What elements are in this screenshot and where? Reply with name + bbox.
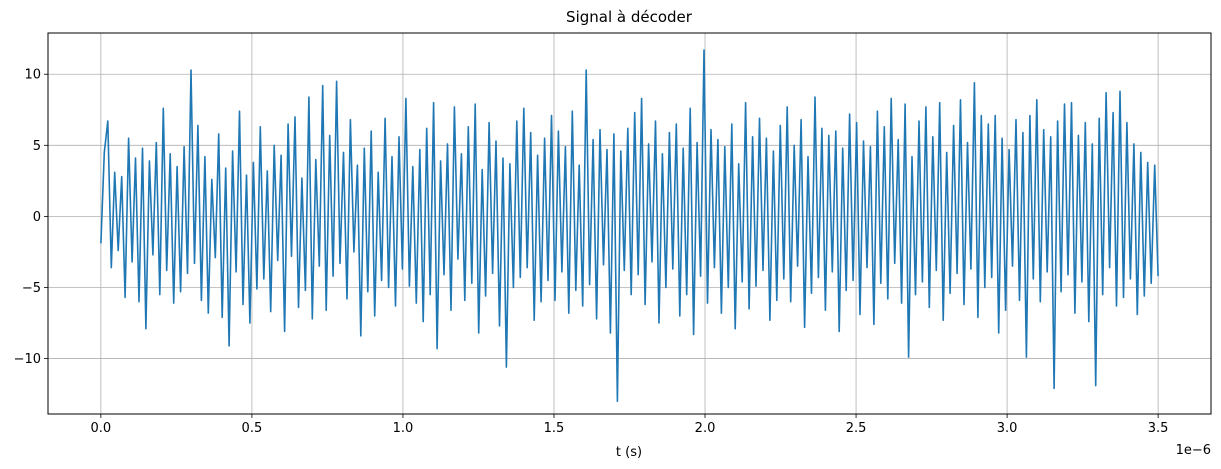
y-tick-label: 5 — [33, 139, 41, 154]
plot-frame — [47, 32, 1212, 415]
x-axis-label: t (s) — [616, 445, 642, 460]
x-tick-label: 1.0 — [393, 421, 414, 436]
x-tick-label: 2.5 — [846, 421, 867, 436]
x-tick-label: 2.0 — [695, 421, 716, 436]
signal-line — [100, 49, 1159, 403]
x-tick-label: 3.0 — [997, 421, 1018, 436]
x-tick-label: 1.5 — [544, 421, 565, 436]
y-tick-label: −10 — [14, 352, 41, 367]
x-tick-label: 3.5 — [1148, 421, 1169, 436]
y-tick-label: 10 — [24, 68, 41, 83]
series-layer — [100, 49, 1159, 403]
x-tick-label: 0.0 — [91, 421, 112, 436]
x-tick-label: 0.5 — [242, 421, 263, 436]
x-axis: 0.0 0.5 1.0 1.5 2.0 2.5 3.0 3.5 — [91, 414, 1169, 436]
chart-title: Signal à décoder — [566, 8, 693, 26]
x-axis-offset-label: 1e−6 — [1176, 443, 1211, 458]
y-axis: −10 −5 0 5 10 — [14, 68, 48, 367]
y-tick-label: −5 — [22, 281, 41, 296]
y-tick-label: 0 — [33, 210, 41, 225]
